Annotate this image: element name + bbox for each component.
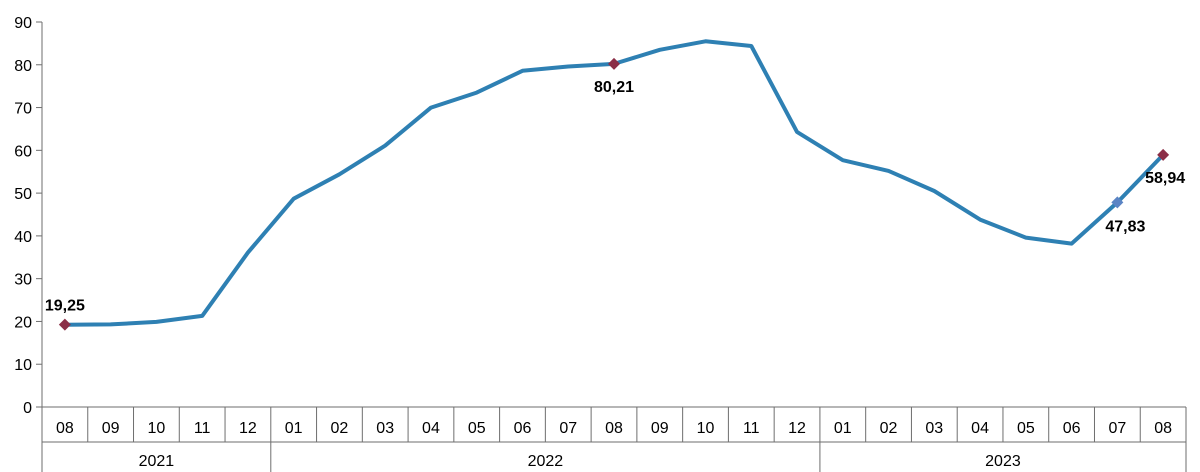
x-tick-label: 02	[331, 420, 349, 437]
y-tick-label: 70	[14, 101, 32, 118]
data-point-marker	[608, 57, 620, 70]
x-tick-label: 09	[102, 420, 120, 437]
x-tick-label: 04	[971, 420, 989, 437]
data-markers	[58, 57, 1170, 331]
x-tick-label: 08	[56, 420, 74, 437]
x-tick-label: 03	[925, 420, 943, 437]
y-tick-label: 30	[14, 272, 32, 289]
x-tick-label: 02	[880, 420, 898, 437]
data-label: 19,25	[45, 298, 85, 315]
x-tick-label: 11	[194, 420, 211, 437]
x-tick-label: 08	[1154, 420, 1172, 437]
x-tick-label: 05	[468, 420, 486, 437]
x-tick-label: 08	[605, 420, 623, 437]
y-tick-label: 50	[14, 186, 32, 203]
x-tick-label: 07	[559, 420, 577, 437]
x-tick-label: 12	[239, 420, 257, 437]
y-tick-label: 0	[23, 400, 32, 417]
x-axis-ticks: 08 09 10 11 12 01 02 03 04 05 06 07 08 09 10 11 12 01 02 03…	[41, 407, 1187, 472]
x-tick-label: 01	[834, 420, 852, 437]
y-tick-label: 40	[14, 229, 32, 246]
data-point-marker	[58, 318, 71, 331]
data-point-marker	[1111, 196, 1124, 209]
x-tick-label: 06	[514, 420, 532, 437]
year-label: 2022	[528, 453, 564, 470]
x-tick-label: 10	[697, 420, 715, 437]
data-point-marker	[1157, 148, 1170, 161]
x-tick-label: 12	[788, 420, 806, 437]
data-label: 80,21	[594, 79, 634, 96]
year-label: 2021	[139, 453, 175, 470]
x-tick-label: 11	[743, 420, 760, 437]
y-axis-ticks: 0 10 20 30 40 50 60 70 80 90	[14, 15, 42, 417]
y-tick-label: 80	[14, 58, 32, 75]
y-tick-label: 90	[14, 15, 32, 32]
data-label: 58,94	[1145, 170, 1185, 187]
x-tick-label: 04	[422, 420, 440, 437]
data-label: 47,83	[1105, 218, 1145, 235]
axes	[41, 22, 1187, 472]
x-tick-label: 07	[1108, 420, 1126, 437]
x-tick-label: 06	[1063, 420, 1081, 437]
y-tick-label: 20	[14, 314, 32, 331]
x-tick-label: 03	[376, 420, 394, 437]
x-tick-label: 01	[285, 420, 303, 437]
y-tick-label: 60	[14, 143, 32, 160]
y-tick-label: 10	[14, 357, 32, 374]
x-tick-label: 05	[1017, 420, 1035, 437]
year-labels: 2021 2022 2023	[139, 453, 1021, 470]
data-labels: 19,25 80,21 47,83 58,94	[45, 79, 1185, 315]
x-tick-label: 09	[651, 420, 669, 437]
x-tick-label: 10	[148, 420, 166, 437]
year-label: 2023	[985, 453, 1021, 470]
